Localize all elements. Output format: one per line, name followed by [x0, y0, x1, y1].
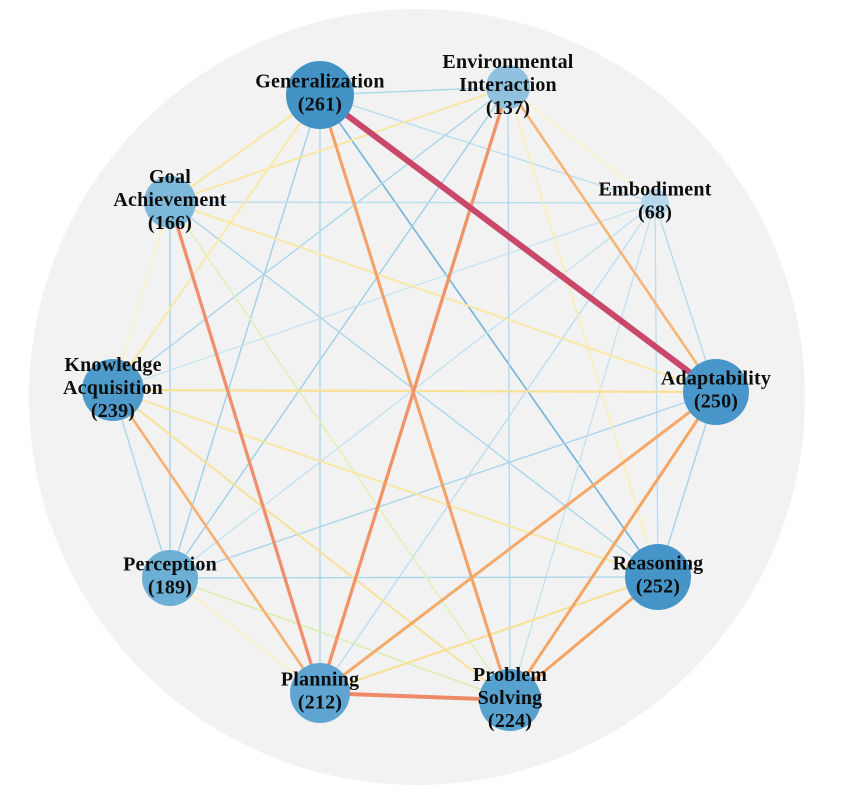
edge-embodiment-adaptability [654, 202, 717, 393]
node-label-problem_solving: Problem Solving (224) [473, 664, 547, 732]
edge-generalization-knowledge_acquisition [112, 94, 321, 391]
edge-environmental_interaction-embodiment [507, 86, 656, 204]
edge-knowledge_acquisition-problem_solving [112, 389, 511, 701]
node-label-perception: Perception (189) [123, 554, 217, 599]
node-label-environmental_interaction: Environmental Interaction (137) [442, 51, 573, 119]
edge-knowledge_acquisition-planning [111, 388, 322, 695]
node-label-adaptability: Adaptability (250) [661, 368, 771, 413]
edge-generalization-adaptability [317, 92, 719, 395]
edge-embodiment-planning [319, 202, 656, 694]
edge-generalization-problem_solving [318, 93, 512, 702]
edge-environmental_interaction-planning [318, 85, 510, 695]
edge-generalization-reasoning [319, 94, 659, 578]
edge-knowledge_acquisition-goal_achievement [112, 201, 171, 391]
edge-perception-problem_solving [169, 577, 511, 701]
edge-embodiment-problem_solving [509, 202, 656, 701]
nodes-layer [82, 61, 749, 731]
edges-layer [111, 85, 719, 702]
node-planning [290, 663, 350, 723]
node-knowledge_acquisition [82, 359, 144, 421]
edge-embodiment-reasoning [654, 202, 659, 578]
node-label-embodiment: Embodiment (68) [598, 179, 711, 224]
node-embodiment [641, 189, 669, 217]
edge-environmental_interaction-reasoning [507, 86, 659, 578]
node-label-generalization: Generalization (261) [255, 71, 384, 116]
edge-goal_achievement-problem_solving [169, 201, 511, 701]
edge-generalization-perception [169, 94, 321, 579]
node-goal_achievement [144, 176, 196, 228]
edge-adaptability-problem_solving [508, 390, 718, 702]
node-problem_solving [479, 669, 541, 731]
edge-environmental_interaction-adaptability [506, 85, 718, 394]
node-label-goal_achievement: Goal Achievement (166) [113, 166, 226, 234]
edge-goal_achievement-planning [168, 200, 322, 695]
edge-planning-problem_solving [318, 691, 512, 702]
node-generalization [286, 61, 354, 129]
node-reasoning [625, 544, 691, 610]
edge-perception-planning [169, 577, 321, 694]
labels-layer: Generalization (261) Environmental Interact… [63, 51, 771, 732]
node-adaptability [683, 359, 749, 425]
edge-environmental_interaction-problem_solving [507, 86, 511, 701]
edge-environmental_interaction-knowledge_acquisition [112, 86, 509, 391]
node-perception [142, 550, 198, 606]
edge-environmental_interaction-goal_achievement [169, 86, 509, 203]
edge-perception-knowledge_acquisition [112, 389, 171, 579]
node-label-planning: Planning (212) [281, 669, 359, 714]
edge-embodiment-goal_achievement [169, 201, 656, 204]
node-label-reasoning: Reasoning (252) [613, 553, 704, 598]
edge-reasoning-perception [169, 576, 659, 579]
edge-adaptability-planning [318, 390, 718, 695]
node-label-knowledge_acquisition: Knowledge Acquisition (239) [63, 354, 163, 422]
node-environmental_interaction [486, 65, 530, 109]
